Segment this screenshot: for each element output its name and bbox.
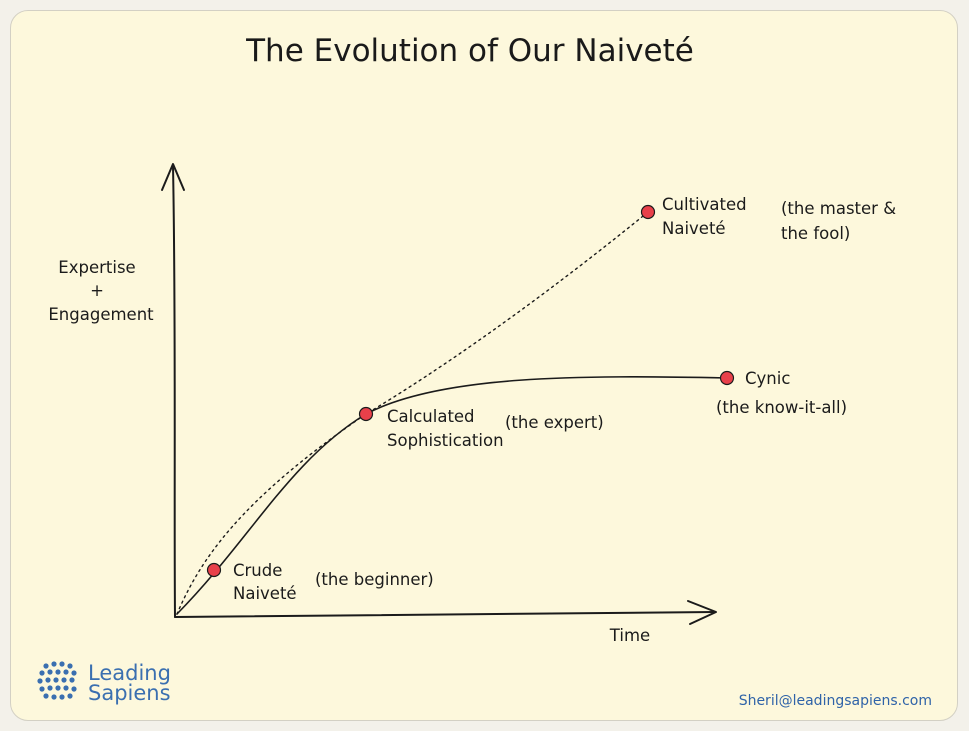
crude-naivete-marker	[206, 562, 222, 578]
crude-name-line-2: Naiveté	[233, 584, 297, 603]
cultivated-name-line-1: Cultivated	[662, 195, 747, 214]
brand-name-line-2: Sapiens	[88, 681, 171, 705]
brand-name-line-1: Leading	[88, 661, 171, 685]
cynic-label: Cynic (the know-it-all)	[716, 369, 847, 417]
calculated-sophistication-label: Calculated Sophistication (the expert)	[387, 407, 604, 450]
y-axis	[161, 163, 185, 618]
x-axis	[174, 600, 717, 625]
crude-naivete-label: Crude Naiveté (the beginner)	[233, 561, 434, 603]
cynic-marker	[719, 370, 735, 386]
y-axis-arrowhead-icon	[161, 163, 185, 191]
crude-name-line-1: Crude	[233, 561, 282, 580]
contact-email: Sheril@leadingsapiens.com	[739, 693, 932, 709]
calculated-name-line-2: Sophistication	[387, 431, 504, 450]
calculated-descriptor: (the expert)	[505, 413, 604, 432]
calculated-sophistication-marker	[358, 406, 374, 422]
y-axis-label-line-3: Engagement	[48, 305, 154, 324]
x-axis-label: Time	[609, 626, 650, 645]
diagram-title: The Evolution of Our Naiveté	[245, 33, 694, 69]
cultivated-descriptor-line-1: (the master &	[781, 199, 896, 218]
dot-grid-logo-icon	[37, 661, 77, 700]
cultivated-descriptor-line-2: the fool)	[781, 224, 850, 243]
brand-name: Leading Sapiens	[88, 661, 171, 705]
y-axis-label-line-1: Expertise	[58, 258, 135, 277]
crude-descriptor: (the beginner)	[315, 570, 434, 589]
cynic-name: Cynic	[745, 369, 790, 388]
diagram-card	[10, 10, 958, 721]
cultivated-naivete-label: Cultivated Naiveté (the master & the foo…	[662, 195, 896, 243]
y-axis-label-line-2: +	[90, 281, 104, 300]
calculated-name-line-1: Calculated	[387, 407, 475, 426]
y-axis-label: Expertise + Engagement	[48, 258, 154, 324]
cultivated-name-line-2: Naiveté	[662, 219, 726, 238]
x-axis-arrowhead-icon	[687, 600, 717, 625]
cynic-descriptor: (the know-it-all)	[716, 398, 847, 417]
cultivated-naivete-marker	[640, 204, 656, 220]
